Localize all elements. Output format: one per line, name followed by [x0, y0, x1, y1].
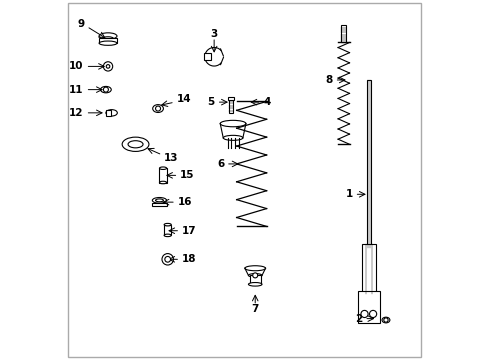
Text: 5: 5: [207, 97, 214, 107]
Bar: [227, 98, 233, 100]
Ellipse shape: [159, 181, 166, 184]
Text: 17: 17: [182, 226, 196, 236]
Text: 6: 6: [217, 159, 224, 169]
Ellipse shape: [99, 33, 117, 39]
Ellipse shape: [248, 274, 262, 277]
Circle shape: [162, 253, 173, 265]
Ellipse shape: [152, 198, 166, 203]
Bar: [249, 275, 261, 284]
Circle shape: [252, 273, 257, 278]
Ellipse shape: [99, 41, 117, 45]
Circle shape: [360, 310, 367, 318]
Bar: [164, 225, 171, 235]
Text: 2: 2: [354, 314, 362, 324]
Text: 15: 15: [180, 170, 194, 180]
Circle shape: [103, 87, 108, 92]
Circle shape: [383, 318, 387, 322]
Text: 1: 1: [345, 189, 352, 199]
Ellipse shape: [155, 199, 163, 202]
Bar: [203, 53, 210, 60]
Circle shape: [155, 106, 160, 111]
Bar: [159, 168, 166, 183]
Ellipse shape: [244, 266, 265, 271]
Ellipse shape: [122, 137, 149, 152]
Bar: [152, 203, 166, 206]
Text: 4: 4: [263, 97, 270, 107]
Bar: [229, 99, 232, 113]
Bar: [106, 110, 110, 116]
Text: 14: 14: [176, 94, 191, 104]
Bar: [99, 38, 117, 43]
Bar: [341, 25, 346, 42]
Ellipse shape: [223, 135, 243, 140]
Ellipse shape: [248, 283, 262, 286]
Circle shape: [164, 256, 170, 262]
Text: 10: 10: [69, 62, 83, 71]
Circle shape: [103, 62, 112, 71]
Text: 18: 18: [182, 254, 196, 264]
Ellipse shape: [164, 224, 171, 226]
Ellipse shape: [106, 110, 117, 116]
Bar: [357, 291, 379, 323]
Text: 11: 11: [69, 85, 83, 95]
Ellipse shape: [128, 141, 143, 148]
Ellipse shape: [381, 317, 389, 323]
Bar: [361, 244, 375, 294]
Text: 9: 9: [78, 18, 84, 28]
Bar: [366, 80, 370, 248]
Ellipse shape: [102, 37, 114, 41]
Text: 7: 7: [251, 303, 258, 314]
Ellipse shape: [220, 120, 245, 127]
Text: 16: 16: [177, 197, 192, 207]
Ellipse shape: [159, 167, 166, 170]
Ellipse shape: [152, 105, 163, 112]
Text: 12: 12: [69, 108, 83, 118]
Circle shape: [369, 310, 376, 318]
Circle shape: [106, 64, 110, 68]
Ellipse shape: [164, 234, 171, 237]
Ellipse shape: [101, 86, 111, 93]
Text: 8: 8: [325, 75, 332, 85]
Text: 3: 3: [210, 29, 217, 39]
Text: 13: 13: [164, 153, 178, 163]
